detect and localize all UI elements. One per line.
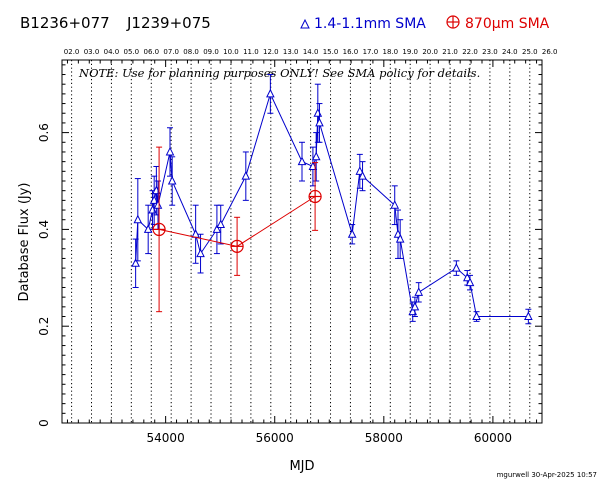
year-grid: [71, 60, 531, 423]
data-point: [524, 311, 533, 321]
data-point: [241, 171, 251, 180]
data-point: [266, 88, 275, 98]
top-axis-label: 26.0: [542, 48, 558, 56]
footer-credit: mgurwell 30-Apr-2025 10:57: [497, 471, 597, 479]
y-axis: 0 0.2 0.4 0.6: [37, 64, 542, 427]
top-axis-label: 06.0: [143, 48, 159, 56]
legend-label-blue: 1.4-1.1mm SMA: [314, 16, 426, 32]
top-axis-label: 04.0: [104, 48, 120, 56]
legend-label-red: 870μm SMA: [465, 16, 550, 32]
x-axis: 54000 56000 58000 60000: [66, 60, 538, 445]
y-tick-label: 0: [37, 419, 51, 427]
data-point: [462, 272, 472, 282]
top-axis-label: 24.0: [502, 48, 518, 56]
x-axis-label: MJD: [289, 459, 314, 474]
data-point: [133, 214, 143, 224]
series-red: [152, 146, 322, 313]
y-tick-label: 0.4: [37, 220, 51, 239]
legend-triangle-marker: [300, 18, 310, 29]
series-line: [135, 92, 529, 318]
x-tick-label: 56000: [256, 431, 294, 445]
data-point: [465, 277, 475, 287]
top-axis-label: 19.0: [402, 48, 418, 56]
data-point: [472, 311, 481, 321]
top-axis-label: 02.0: [64, 48, 80, 56]
top-axis-label: 11.0: [243, 48, 259, 56]
top-axis-label: 03.0: [84, 48, 100, 56]
x-tick-label: 58000: [365, 431, 403, 445]
top-axis-label: 15.0: [323, 48, 339, 56]
top-axis-label: 17.0: [363, 48, 379, 56]
data-point: [297, 156, 307, 166]
legend: 1.4-1.1mm SMA 870μm SMA: [300, 15, 550, 32]
source-name-2: J1239+075: [126, 14, 211, 32]
top-axis-label: 09.0: [203, 48, 219, 56]
y-axis-label: Database Flux (Jy): [17, 183, 32, 302]
data-point: [196, 248, 205, 258]
legend-entry-red: 870μm SMA: [446, 15, 550, 32]
top-axis-label: 10.0: [223, 48, 239, 56]
plot-frame: [61, 59, 543, 424]
top-axis-label: 05.0: [124, 48, 140, 56]
x-tick-label: 60000: [474, 431, 512, 445]
y-tick-label: 0.2: [37, 317, 51, 336]
data-point: [315, 117, 324, 127]
data-point: [311, 151, 321, 161]
source-name-1: B1236+077: [20, 14, 110, 32]
top-axis-label: 08.0: [183, 48, 199, 56]
note-text: NOTE: Use for planning purposes ONLY! Se…: [78, 66, 480, 80]
data-series: [131, 74, 533, 325]
data-point: [414, 287, 424, 296]
top-axis-label: 07.0: [163, 48, 179, 56]
data-point: [216, 219, 226, 229]
data-point: [347, 229, 357, 238]
top-axis-label: 22.0: [462, 48, 478, 56]
top-axis-labels: 02.0 03.0 04.0 05.0 06.0 07.0 08.0 09.0 10.0 11.0…: [64, 48, 558, 56]
data-point: [410, 301, 420, 311]
y-tick-label: 0.6: [37, 123, 51, 142]
data-point: [153, 200, 163, 209]
top-axis-label: 18.0: [383, 48, 399, 56]
top-axis-label: 12.0: [263, 48, 279, 56]
data-point: [167, 175, 177, 185]
data-point: [355, 166, 365, 175]
data-point: [131, 258, 140, 267]
top-axis-label: 16.0: [343, 48, 359, 56]
data-point: [165, 146, 175, 156]
data-point: [390, 200, 400, 209]
data-point: [313, 108, 323, 117]
x-tick-label: 54000: [147, 431, 185, 445]
data-point: [358, 171, 367, 180]
top-axis-label: 13.0: [283, 48, 299, 56]
data-point: [212, 224, 222, 233]
legend-entry-blue: 1.4-1.1mm SMA: [300, 16, 426, 32]
top-axis-label: 23.0: [482, 48, 498, 56]
data-point: [452, 263, 461, 272]
series-blue: [131, 74, 533, 325]
top-axis-label: 21.0: [442, 48, 458, 56]
top-axis-label: 20.0: [422, 48, 438, 56]
data-point: [395, 233, 405, 243]
top-axis-label: 25.0: [522, 48, 538, 56]
top-axis-label: 14.0: [303, 48, 319, 56]
